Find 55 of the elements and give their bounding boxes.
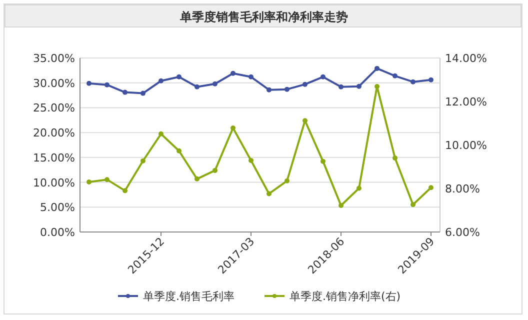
point <box>194 176 200 182</box>
point <box>212 168 218 173</box>
point <box>428 77 434 82</box>
point <box>248 158 254 163</box>
point <box>356 84 362 89</box>
point <box>104 177 110 182</box>
point <box>158 131 164 136</box>
point <box>176 74 182 80</box>
legend-label: 单季度.销售毛利率 <box>143 290 234 303</box>
y2-tick-label: 8.00% <box>445 182 480 196</box>
y-tick-label: 20.00% <box>33 126 75 140</box>
legend-label: 单季度.销售净利率(右) <box>290 290 401 303</box>
y-tick-label: 10.00% <box>33 176 75 190</box>
y-tick-label: 0.00% <box>40 226 75 239</box>
chart-title: 单季度销售毛利率和净利率走势 <box>179 10 348 24</box>
point <box>284 178 290 184</box>
point <box>86 80 92 86</box>
y2-tick-label: 6.00% <box>445 226 480 239</box>
point <box>86 179 92 184</box>
point <box>392 156 398 161</box>
point <box>428 185 434 190</box>
point <box>266 191 272 196</box>
point <box>158 78 164 84</box>
point <box>302 82 308 87</box>
point <box>230 126 236 131</box>
point <box>122 188 128 194</box>
point <box>374 84 380 89</box>
point <box>410 79 416 84</box>
point <box>248 74 254 80</box>
y2-tick-label: 10.00% <box>445 139 487 152</box>
point <box>392 73 398 78</box>
point <box>266 87 272 92</box>
y-tick-label: 25.00% <box>33 102 75 115</box>
point <box>104 82 110 88</box>
y-tick-label: 35.00% <box>33 52 75 65</box>
point <box>140 158 146 164</box>
point <box>356 186 362 191</box>
y-tick-label: 15.00% <box>33 151 75 164</box>
point <box>410 202 416 208</box>
point <box>320 158 326 164</box>
y2-tick-label: 14.00% <box>445 52 487 65</box>
point <box>176 148 182 154</box>
point <box>338 84 344 90</box>
point <box>374 66 380 71</box>
point <box>338 202 344 208</box>
point <box>140 90 146 96</box>
y2-tick-label: 12.00% <box>445 96 487 108</box>
y-tick-label: 30.00% <box>33 76 75 90</box>
point <box>194 84 200 90</box>
point <box>122 90 128 95</box>
point <box>320 74 326 80</box>
point <box>212 81 218 86</box>
point <box>230 70 236 76</box>
point <box>284 86 290 92</box>
y-tick-label: 5.00% <box>40 201 75 214</box>
